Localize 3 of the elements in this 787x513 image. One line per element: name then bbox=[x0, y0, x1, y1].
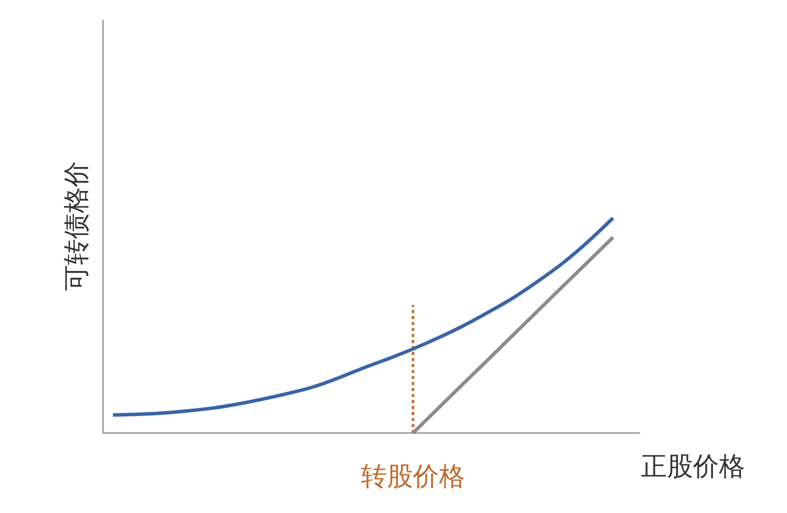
x-axis-title: 正股价格 bbox=[641, 452, 745, 482]
y-axis-title: 可转债格价 bbox=[62, 161, 92, 291]
text: 转股价格 bbox=[361, 462, 465, 492]
